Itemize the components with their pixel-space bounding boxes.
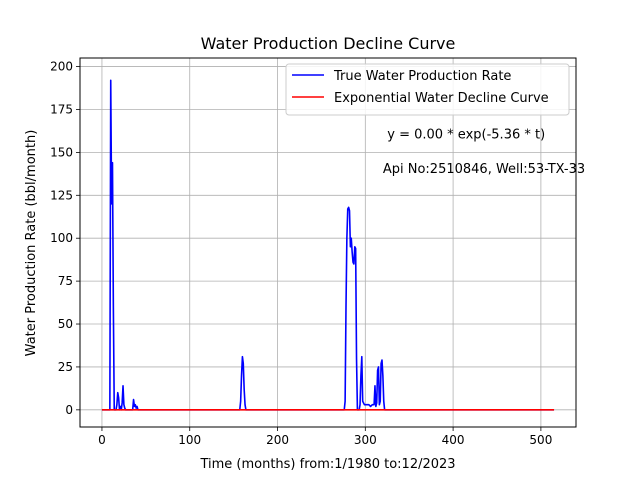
series-layer: [101, 79, 555, 411]
x-tick-label: 400: [442, 433, 465, 447]
y-tick-label: 75: [58, 274, 73, 288]
y-tick-label: 175: [50, 102, 73, 116]
x-tick-label: 200: [266, 433, 289, 447]
y-tick-label: 200: [50, 60, 73, 74]
annotation-2: Api No:2510846, Well:53-TX-33: [383, 162, 585, 177]
y-tick-label: 0: [65, 403, 73, 417]
y-tick-label: 25: [58, 360, 73, 374]
legend: True Water Production Rate Exponential Wa…: [285, 63, 570, 116]
axis-ticks: 0 100 200 300 400 500 0 25 50 75 100 125 150 175 200: [50, 60, 552, 447]
y-tick-label: 125: [50, 188, 73, 202]
x-axis-label: Time (months) from:1/1980 to:12/2023: [199, 457, 455, 472]
y-tick-label: 100: [50, 231, 73, 245]
x-tick-label: 500: [529, 433, 552, 447]
legend-box: [285, 63, 570, 116]
axes-frame: [79, 57, 577, 428]
legend-label-2: Exponential Water Decline Curve: [334, 91, 549, 106]
y-tick-label: 50: [58, 317, 73, 331]
y-axis-label: Water Production Rate (bbl/month): [24, 130, 39, 357]
annotation-1: y = 0.00 * exp(-5.36 * t): [387, 128, 545, 143]
x-tick-label: 100: [178, 433, 201, 447]
annotations: y = 0.00 * exp(-5.36 * t) Api No:2510846,…: [383, 128, 585, 177]
x-tick-label: 300: [354, 433, 377, 447]
x-tick-label: 0: [98, 433, 106, 447]
legend-label-1: True Water Production Rate: [333, 69, 511, 84]
y-tick-label: 150: [50, 145, 73, 159]
chart-title: Water Production Decline Curve: [201, 34, 456, 53]
